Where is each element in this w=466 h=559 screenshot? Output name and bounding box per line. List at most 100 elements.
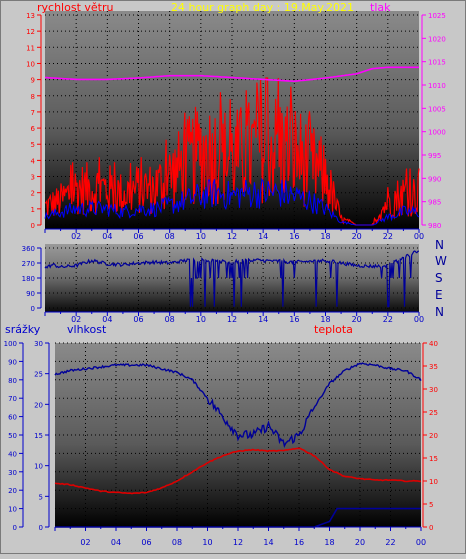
y-tick-label: 270 [22,260,35,268]
x-tick-label: 14 [258,232,268,241]
climate-series [54,362,422,528]
y-tick-label: 10 [8,506,17,514]
x-tick-label: 00 [416,538,426,547]
y-tick-label: 0 [429,524,433,532]
x-tick-label: 10 [202,538,212,547]
temperature-line [54,447,421,495]
wind-pressure-x-axis: 02 04 06 08 10 12 14 16 18 20 22 00 [44,228,424,241]
x-tick-label: 04 [102,315,112,324]
y-tick-label: 100 [4,340,17,348]
x-tick-label: 12 [227,315,237,324]
y-tick-label: 15 [34,432,43,440]
y-tick-label: 3 [31,174,35,182]
x-tick-label: 06 [133,232,143,241]
y-tick-label: 10 [429,478,438,486]
x-tick-label: 04 [102,232,112,241]
compass-label-n-top: N [435,238,444,252]
y-tick-label: 10 [34,463,43,471]
x-tick-label: 10 [196,232,206,241]
y-tick-label: 50 [8,432,17,440]
y-tick-label: 30 [34,340,43,348]
chart-title: 24 hour graph day : 19.May.2021 [171,1,354,14]
y-tick-label: 980 [428,222,441,230]
x-tick-label: 14 [258,315,268,324]
y-tick-label: 40 [8,450,17,458]
x-tick-label: 22 [383,232,393,241]
y-tick-label: 20 [429,432,438,440]
temperature-label: teplota [314,323,353,336]
y-tick-label: 10 [26,60,35,68]
pressure-line [44,66,419,83]
x-tick-label: 12 [233,538,243,547]
y-tick-label: 1 [31,206,35,214]
x-tick-label: 16 [289,232,299,241]
y-tick-label: 20 [8,487,17,495]
x-tick-label: 10 [196,315,206,324]
wind-direction-x-axis: 02 04 06 08 10 12 14 16 18 20 22 00 [44,311,424,324]
x-tick-label: 22 [385,538,395,547]
climate-x-axis: 02 04 06 08 10 12 14 16 18 20 22 00 [54,526,426,547]
y-tick-label: 80 [8,377,17,385]
y-tick-label: 15 [429,455,438,463]
x-tick-label: 08 [172,538,182,547]
y-tick-label: 13 [26,12,35,20]
x-tick-label: 04 [111,538,121,547]
y-tick-label: 985 [428,199,441,207]
x-tick-label: 12 [227,232,237,241]
y-tick-label: 0 [31,222,35,230]
compass-label-s: S [435,271,443,285]
y-tick-label: 30 [8,469,17,477]
temperature-axis: 0 5 10 15 20 25 30 35 40 [422,340,438,532]
compass-label-w: W [435,254,447,268]
x-tick-label: 00 [414,232,424,241]
x-tick-label: 14 [263,538,273,547]
wind-pressure-series [44,66,420,226]
y-tick-label: 90 [26,290,35,298]
x-tick-label: 08 [165,315,175,324]
y-tick-label: 12 [26,28,35,36]
y-tick-label: 40 [429,340,438,348]
x-tick-label: 18 [320,232,330,241]
wind-direction-line [44,250,419,308]
y-tick-label: 1005 [428,105,446,113]
x-tick-label: 20 [352,232,362,241]
x-tick-label: 18 [320,315,330,324]
humidity-label: vlhkost [67,323,107,336]
compass-label-e: E [435,288,443,302]
compass-label-n-bottom: N [435,305,444,319]
humidity-axis: 0 5 10 15 20 25 30 [34,340,50,532]
y-tick-label: 1015 [428,59,446,67]
y-tick-label: 5 [39,493,43,501]
y-tick-label: 9 [31,77,35,85]
x-tick-label: 18 [324,538,334,547]
y-tick-label: 995 [428,152,441,160]
y-tick-label: 0 [39,524,43,532]
wind-direction-series [44,250,419,308]
y-tick-label: 4 [31,157,36,165]
x-tick-label: 02 [71,315,81,324]
x-tick-label: 16 [294,538,304,547]
x-tick-label: 22 [383,315,393,324]
rain-label: srážky [5,323,41,336]
x-tick-label: 02 [80,538,90,547]
x-tick-label: 20 [352,315,362,324]
y-tick-label: 60 [8,414,17,422]
compass-labels: N W S E N [435,238,447,319]
y-tick-label: 7 [31,109,35,117]
wind-direction-axis: 0 90 180 270 360 [22,245,42,313]
y-tick-label: 20 [34,401,43,409]
rain-line [55,507,421,528]
y-tick-label: 35 [429,363,438,371]
x-tick-label: 06 [133,315,143,324]
x-tick-label: 20 [355,538,365,547]
y-tick-label: 90 [8,358,17,366]
y-tick-label: 0 [31,305,35,313]
pressure-axis: 980 985 990 995 1000 1005 1010 1015 1020 1025 [421,12,446,230]
y-tick-label: 360 [22,245,35,253]
rain-axis: 0 10 20 30 40 50 60 70 80 90 100 [4,340,24,532]
x-tick-label: 06 [141,538,151,547]
y-tick-label: 30 [429,386,438,394]
